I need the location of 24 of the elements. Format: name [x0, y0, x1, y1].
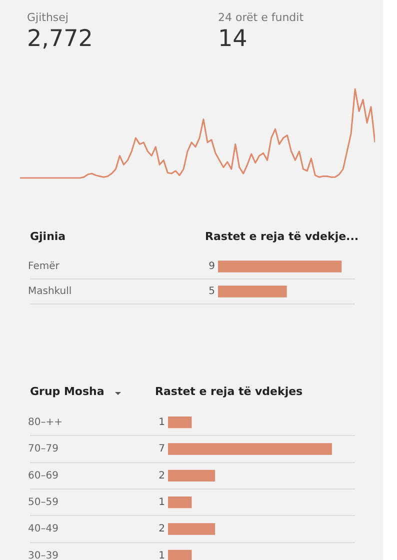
- y-tick-label: 40–49: [28, 524, 58, 535]
- data-label: 1: [158, 496, 165, 508]
- y-tick-label: 80–++: [28, 416, 62, 428]
- data-label: 5: [208, 286, 215, 298]
- y-axis-title: Gjinia: [30, 230, 66, 243]
- y-tick-label: 50–59: [28, 496, 58, 508]
- text: 2,772: [27, 26, 93, 52]
- y-tick-label: 60–69: [28, 470, 58, 482]
- data-label: 2: [158, 470, 165, 482]
- y-tick-label: Femër: [28, 261, 60, 272]
- y-tick-label: 30–39: [28, 550, 58, 560]
- data-label: 7: [158, 444, 165, 455]
- data-label: 1: [158, 550, 165, 560]
- text: 14: [218, 26, 248, 52]
- x-axis-title: Rastet e reja të vdekje...: [205, 230, 359, 243]
- data-label: 9: [208, 261, 215, 272]
- y-axis-title: Grup Mosha: [30, 385, 104, 398]
- y-tick-label: Mashkull: [28, 286, 72, 298]
- x-axis-title: Rastet e reja të vdekjes: [155, 385, 303, 398]
- y-tick-label: 70–79: [28, 444, 58, 455]
- text: Gjithsej: [27, 11, 68, 24]
- data-label: 1: [158, 416, 165, 428]
- text: 24 orët e fundit: [218, 11, 304, 24]
- data-label: 2: [158, 524, 165, 535]
